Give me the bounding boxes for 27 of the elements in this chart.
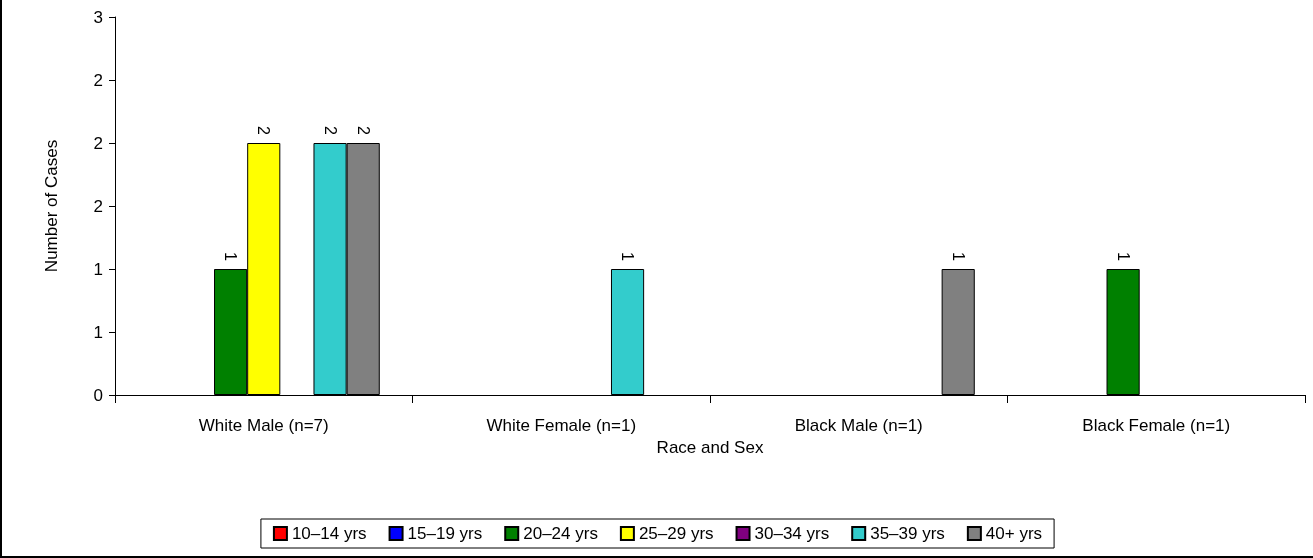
legend-label: 25–29 yrs [638,524,714,543]
x-tick-label: Black Female (n=1) [1082,416,1231,435]
legend-label: 15–19 yrs [407,524,483,543]
legend-label: 30–34 yrs [754,524,830,543]
data-label: 2 [321,126,339,136]
legend-label: 40+ yrs [985,524,1043,543]
x-axis-title: Race and Sex [656,437,764,457]
y-tick-label: 3 [93,7,103,27]
legend-label: 35–39 yrs [870,524,945,543]
legend-label: 20–24 yrs [523,524,598,543]
y-axis-title: Number of Cases [42,139,61,273]
data-label: 1 [619,252,637,262]
y-tick-label: 0 [93,385,103,405]
y-tick-label: 2 [93,133,103,153]
y-tick-label: 2 [93,196,103,216]
data-label: 1 [949,252,967,262]
x-tick-label: White Male (n=7) [198,416,329,435]
legend-label: 10–14 yrs [291,524,367,543]
data-label: 1 [222,252,240,262]
x-tick-label: Black Male (n=1) [794,416,923,435]
data-label: 2 [255,126,273,136]
data-label: 2 [354,126,372,136]
data-label: 1 [1114,252,1132,262]
y-tick-label: 1 [93,259,103,279]
y-tick-label: 1 [93,322,103,342]
x-tick-label: White Female (n=1) [486,416,637,435]
y-tick-label: 2 [93,70,103,90]
